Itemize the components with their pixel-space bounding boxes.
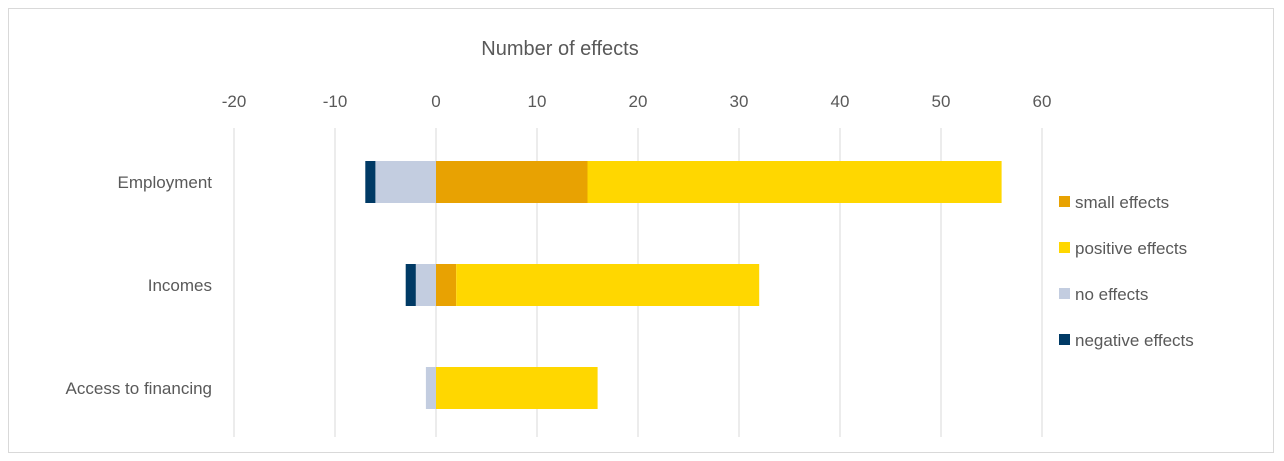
x-tick-label: 30 [730, 92, 749, 111]
chart-frame [8, 8, 1274, 453]
bar-positive-effects [456, 264, 760, 306]
x-tick-label: 40 [831, 92, 850, 111]
bar-small-effects [436, 264, 457, 306]
bars [365, 161, 1002, 409]
bar-no-effects [375, 161, 436, 203]
bar-small-effects [436, 161, 588, 203]
category-label: Incomes [148, 276, 212, 295]
x-tick-label: 60 [1033, 92, 1052, 111]
x-axis-ticks: -20 -10 0 10 20 30 40 50 60 [222, 92, 1052, 111]
x-tick-label: 10 [528, 92, 547, 111]
x-tick-label: -20 [222, 92, 247, 111]
x-tick-label: 20 [629, 92, 648, 111]
bar-negative-effects [405, 264, 416, 306]
bar-negative-effects [365, 161, 376, 203]
legend-label: negative effects [1075, 331, 1194, 350]
legend: small effects positive effects no effects n… [1059, 193, 1194, 350]
category-label: Employment [118, 173, 213, 192]
legend-swatch [1059, 196, 1070, 207]
legend-swatch [1059, 288, 1070, 299]
chart-title: Number of effects [481, 38, 638, 60]
bar-no-effects [425, 367, 436, 409]
legend-swatch [1059, 334, 1070, 345]
category-label: Access to financing [66, 379, 212, 398]
bar-positive-effects [587, 161, 1002, 203]
x-tick-label: -10 [323, 92, 348, 111]
legend-label: small effects [1075, 193, 1169, 212]
bar-positive-effects [436, 367, 598, 409]
legend-swatch [1059, 242, 1070, 253]
legend-label: positive effects [1075, 239, 1187, 258]
category-labels: Employment Incomes Access to financing [66, 173, 213, 398]
legend-label: no effects [1075, 285, 1148, 304]
bar-no-effects [415, 264, 436, 306]
x-tick-label: 50 [932, 92, 951, 111]
x-tick-label: 0 [431, 92, 440, 111]
